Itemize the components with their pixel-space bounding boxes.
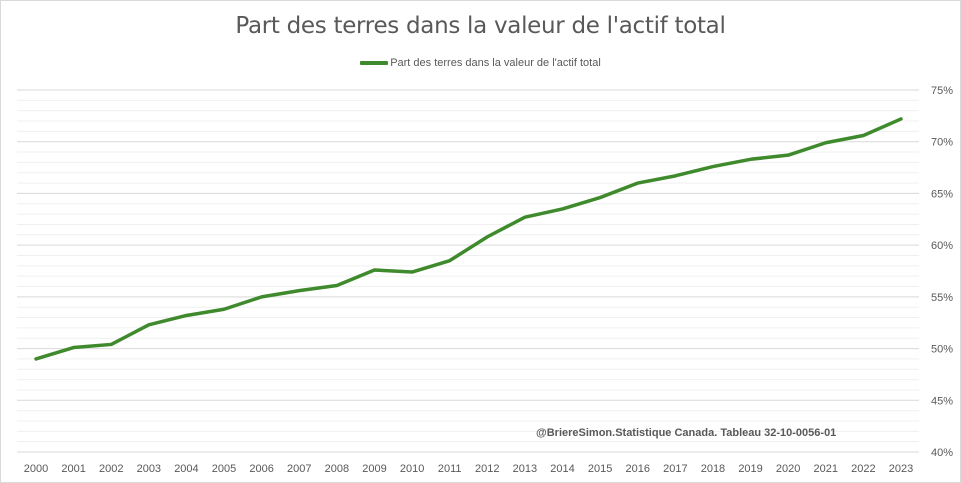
x-tick-label: 2002 (99, 463, 123, 475)
x-tick-label: 2004 (174, 463, 198, 475)
x-tick-label: 2008 (325, 463, 349, 475)
x-tick-label: 2018 (701, 463, 725, 475)
y-tick-label: 40% (931, 447, 953, 459)
y-tick-label: 65% (931, 188, 953, 200)
x-tick-label: 2005 (212, 463, 236, 475)
x-tick-label: 2003 (137, 463, 161, 475)
y-tick-label: 70% (931, 137, 953, 149)
legend-label: Part des terres dans la valeur de l'acti… (390, 57, 601, 69)
major-gridlines (17, 89, 919, 453)
y-tick-label: 45% (931, 395, 953, 407)
legend: Part des terres dans la valeur de l'acti… (1, 57, 960, 69)
x-tick-label: 2009 (362, 463, 386, 475)
x-tick-label: 2022 (851, 463, 875, 475)
x-tick-label: 2019 (738, 463, 762, 475)
y-tick-label: 60% (931, 240, 953, 252)
x-tick-label: 2013 (513, 463, 537, 475)
series-line (34, 117, 903, 361)
x-tick-label: 2007 (287, 463, 311, 475)
x-tick-label: 2011 (438, 463, 462, 475)
x-tick-label: 2010 (400, 463, 424, 475)
x-tick-label: 2023 (889, 463, 913, 475)
y-axis-ticks: 40% 45% 50% 55% 60% 65% 70% 75% (931, 85, 953, 459)
x-tick-label: 2017 (663, 463, 687, 475)
x-tick-label: 2020 (776, 463, 800, 475)
x-tick-label: 2014 (550, 463, 574, 475)
x-tick-label: 2006 (249, 463, 273, 475)
x-axis-ticks: 2000 2001 2002 2003 2004 2005 2006 2007 2008 2009… (24, 463, 913, 475)
minor-gridlines (17, 99, 919, 443)
chart-title: Part des terres dans la valeur de l'acti… (235, 13, 726, 39)
y-tick-label: 50% (931, 344, 953, 356)
x-tick-label: 2000 (24, 463, 48, 475)
source-annotation: @BriereSimon.Statistique Canada. Tableau… (536, 427, 836, 439)
x-tick-label: 2016 (625, 463, 649, 475)
y-tick-label: 75% (931, 85, 953, 97)
legend-swatch (360, 61, 389, 65)
y-tick-label: 55% (931, 292, 953, 304)
x-tick-label: 2012 (475, 463, 499, 475)
x-tick-label: 2015 (588, 463, 612, 475)
x-tick-label: 2001 (61, 463, 85, 475)
series-layer (34, 117, 903, 361)
x-tick-label: 2021 (814, 463, 838, 475)
